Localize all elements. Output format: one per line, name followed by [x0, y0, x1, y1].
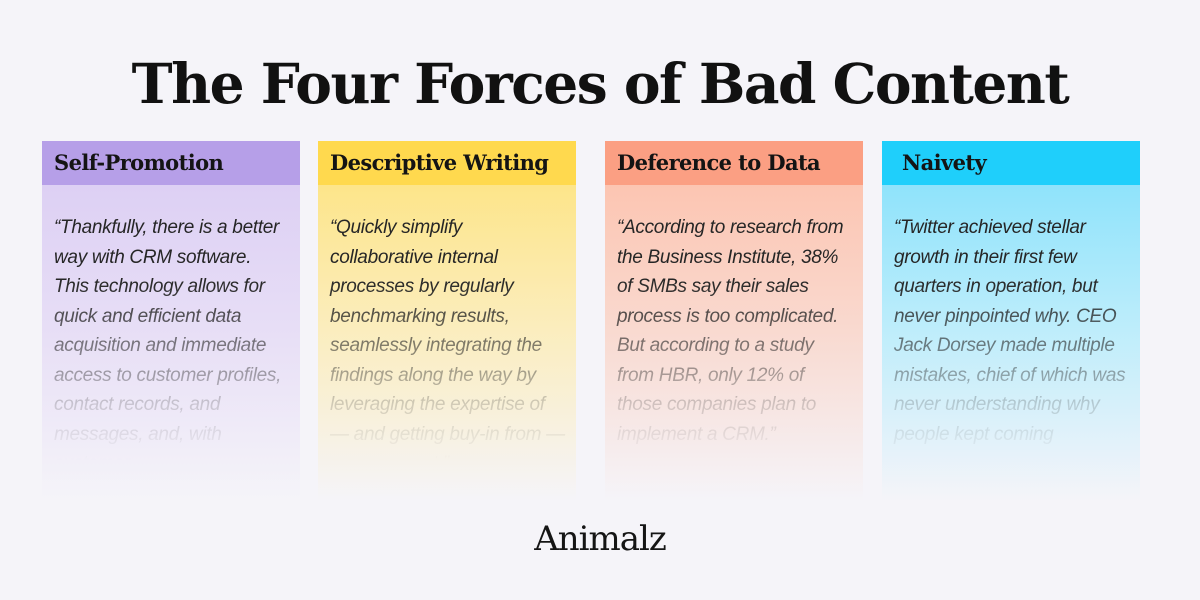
card-heading: Deference to Data	[605, 141, 863, 185]
card-quote: “Thankfully, there is a better way with …	[54, 217, 282, 474]
card-quote: “Twitter achieved stellar growth in thei…	[894, 217, 1126, 445]
card-quote: “According to research from the Business…	[617, 217, 844, 445]
card-deference-to-data: Deference to Data “According to research…	[605, 141, 863, 501]
card-naivety: Naivety “Twitter achieved stellar growth…	[882, 141, 1140, 501]
card-heading: Self-Promotion	[42, 141, 300, 185]
card-body: “Twitter achieved stellar growth in thei…	[882, 185, 1140, 501]
card-body: “Thankfully, there is a better way with …	[42, 185, 300, 501]
card-self-promotion: Self-Promotion “Thankfully, there is a b…	[42, 141, 300, 501]
card-body: “According to research from the Business…	[605, 185, 863, 501]
page-title: The Four Forces of Bad Content	[131, 51, 1070, 116]
card-quote: “Quickly simplify collaborative internal…	[330, 217, 565, 474]
animalz-logo: Animalz	[534, 519, 667, 559]
card-heading: Descriptive Writing	[318, 141, 576, 185]
card-heading: Naivety	[882, 141, 1140, 185]
card-descriptive-writing: Descriptive Writing “Quickly simplify co…	[318, 141, 576, 501]
card-body: “Quickly simplify collaborative internal…	[318, 185, 576, 501]
